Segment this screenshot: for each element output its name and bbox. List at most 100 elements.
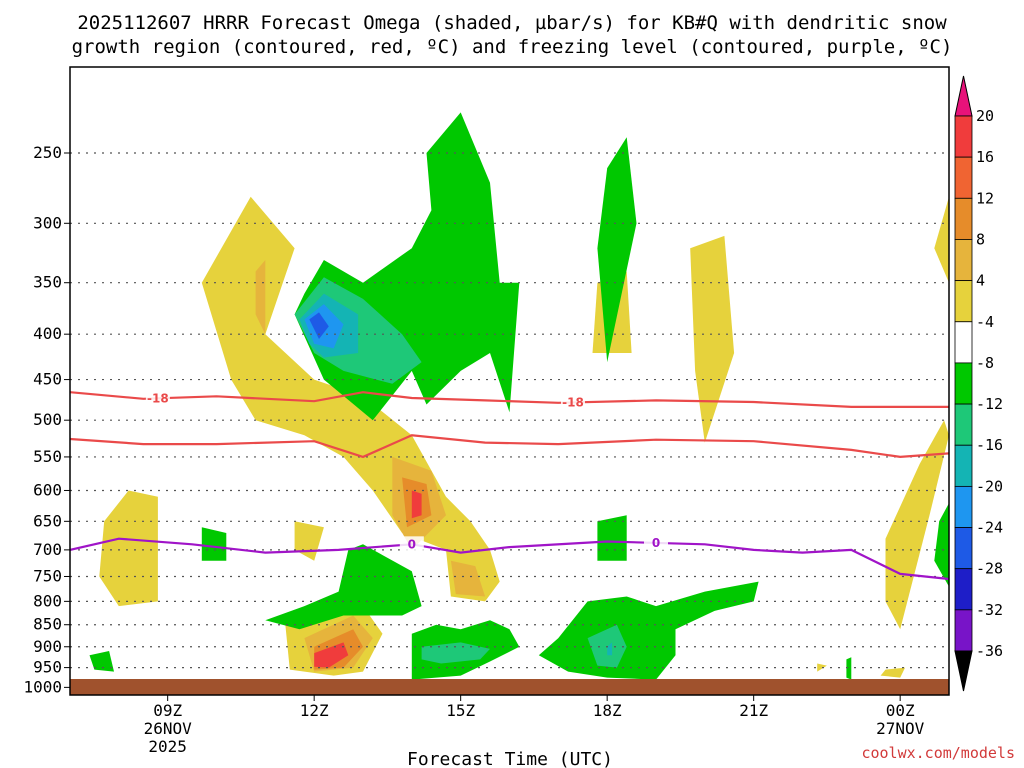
- omega-region: [934, 196, 949, 283]
- chart-title-line2: growth region (contoured, red, ºC) and f…: [72, 36, 953, 58]
- omega-region: [89, 651, 114, 672]
- y-tick-label: 500: [33, 410, 62, 429]
- colorbar-label: 8: [976, 230, 985, 248]
- x-tick-label: 18Z: [593, 701, 622, 720]
- colorbar-swatch: [954, 156, 973, 199]
- omega-region: [607, 642, 613, 656]
- colorbar-swatch: [954, 444, 973, 487]
- omega-region: [265, 544, 422, 630]
- omega-region: [450, 560, 486, 597]
- colorbar-label: -4: [976, 313, 994, 331]
- omega-region: [846, 657, 852, 680]
- x-axis-label: Forecast Time (UTC): [407, 749, 613, 768]
- plot-area: -18 -18 0 0: [69, 66, 950, 696]
- y-tick-label: 950: [33, 658, 62, 677]
- x-tick-label: 15Z: [446, 701, 475, 720]
- y-tick-label: 900: [33, 637, 62, 656]
- contour-label: -18: [562, 395, 584, 409]
- omega-region: [597, 515, 627, 561]
- x-tick-label: 09Z: [153, 701, 182, 720]
- colorbar-swatch: [954, 280, 973, 323]
- omega-region: [690, 235, 735, 443]
- colorbar-label: 12: [976, 189, 994, 207]
- temperature-contours: -18 -18 0 0: [70, 390, 949, 581]
- contour-label: 0: [652, 536, 660, 550]
- contour-label: -18: [147, 391, 169, 405]
- omega-region: [597, 137, 637, 363]
- terrain-ground: [70, 679, 949, 695]
- y-tick-label: 450: [33, 370, 62, 389]
- y-tick-label: 250: [33, 143, 62, 162]
- grid-lines: [70, 152, 949, 688]
- colorbar-swatch: [954, 239, 973, 282]
- y-tick-label: 550: [33, 447, 62, 466]
- colorbar-label: -16: [976, 436, 1003, 454]
- y-tick-label: 350: [33, 273, 62, 292]
- colorbar-label: 20: [976, 107, 994, 125]
- y-tick-label: 700: [33, 540, 62, 559]
- y-tick-label: 850: [33, 615, 62, 634]
- colorbar-top-arrow: [954, 75, 973, 117]
- colorbar-label: 4: [976, 272, 985, 290]
- colorbar-swatch: [954, 403, 973, 446]
- omega-region: [201, 527, 227, 561]
- omega-region: [934, 503, 949, 587]
- colorbar-label: -36: [976, 642, 1003, 660]
- colorbar-label: -12: [976, 395, 1003, 413]
- y-tick-label: 600: [33, 480, 62, 499]
- colorbar-label: -24: [976, 519, 1003, 537]
- x-tick-date: 26NOV: [144, 719, 193, 738]
- omega-region: [885, 420, 949, 630]
- colorbar-label: -28: [976, 560, 1003, 578]
- x-tick-label: 12Z: [300, 701, 329, 720]
- credit-text: coolwx.com/models: [861, 744, 1015, 762]
- colorbar-label: -8: [976, 354, 994, 372]
- omega-region: [411, 490, 422, 519]
- contour-line: [70, 434, 949, 459]
- omega-region: [538, 581, 759, 680]
- x-tick-year: 2025: [148, 737, 187, 756]
- chart-title-line1: 2025112607 HRRR Forecast Omega (shaded, …: [77, 12, 947, 34]
- y-tick-label: 800: [33, 591, 62, 610]
- y-tick-label: 300: [33, 213, 62, 232]
- contour-label-bg: [399, 536, 424, 552]
- omega-region: [309, 312, 329, 339]
- colorbar-bottom-arrow: [954, 650, 973, 692]
- contour-line: [70, 391, 949, 408]
- plot-frame: [69, 66, 950, 696]
- x-tick-label: 00Z: [886, 701, 915, 720]
- y-tick-label: 750: [33, 566, 62, 585]
- colorbar-swatch: [954, 321, 973, 364]
- omega-region: [587, 624, 627, 668]
- contour-label-bg: [644, 534, 668, 550]
- contour-label-bg: [560, 394, 585, 410]
- colorbar-label: -32: [976, 601, 1003, 619]
- colorbar-swatch: [954, 197, 973, 240]
- colorbar: 20 16 12 8 4 -4 -8 -12 -16 -20 -24 -28 -32 -36: [954, 75, 1003, 692]
- x-tick-date: 27NOV: [876, 719, 925, 738]
- contour-label: 0: [408, 537, 416, 551]
- x-tick-label: 21Z: [739, 701, 768, 720]
- colorbar-swatch: [954, 568, 973, 611]
- omega-region: [880, 667, 906, 678]
- omega-region: [255, 260, 266, 335]
- omega-region: [99, 490, 158, 607]
- omega-shaded-regions: [89, 112, 949, 680]
- omega-region: [294, 112, 520, 421]
- colorbar-swatch: [954, 485, 973, 528]
- y-tick-label: 400: [33, 324, 62, 343]
- y-tick-label: 1000: [23, 677, 62, 696]
- y-axis-ticks: 250 300 350 400 450 500 550 600 650 700 750 800 850 9…: [23, 143, 70, 696]
- colorbar-swatch: [954, 115, 973, 158]
- colorbar-label: 16: [976, 148, 994, 166]
- colorbar-label: -20: [976, 477, 1003, 495]
- contour-label-bg: [145, 390, 170, 406]
- colorbar-swatch: [954, 362, 973, 405]
- omega-region: [421, 642, 490, 664]
- colorbar-swatch: [954, 527, 973, 570]
- colorbar-swatch: [954, 609, 973, 652]
- y-tick-label: 650: [33, 511, 62, 530]
- omega-region: [314, 642, 349, 668]
